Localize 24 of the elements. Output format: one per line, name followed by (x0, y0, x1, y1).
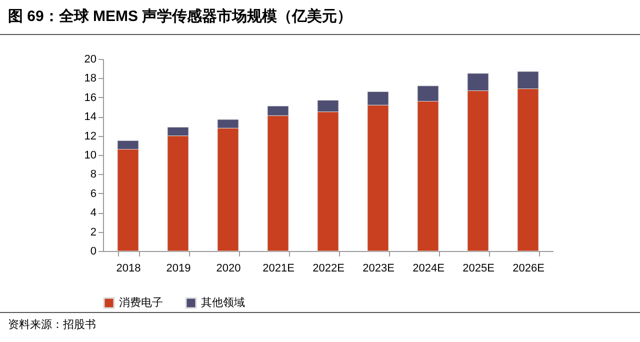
x-tick-label: 2024E (412, 262, 444, 274)
text: 资料来源：招股书 (0, 312, 640, 336)
y-tick-label: 8 (90, 168, 96, 181)
y-tick-label: 0 (90, 246, 96, 258)
x-tick-label: 2026E (512, 262, 544, 274)
x-tick-label: 2025E (462, 262, 494, 274)
y-tick-label: 12 (84, 130, 96, 142)
chart-title: 图 69：全球 MEMS 声学传感器市场规模（亿美元） (0, 0, 640, 35)
y-tick-label: 2 (90, 226, 96, 238)
x-tick-label: 2019 (166, 262, 191, 274)
y-tick-label: 10 (84, 150, 96, 162)
y-tick-label: 18 (84, 72, 96, 85)
x-tick-label: 2020 (216, 262, 241, 274)
x-tick-label: 2021E (262, 262, 294, 274)
y-tick-label: 14 (84, 111, 96, 124)
x-tick-label: 2023E (362, 262, 394, 274)
legend-label: 消费电子 (119, 296, 163, 309)
x-tick-label: 2018 (116, 262, 141, 274)
legend-label: 其他领域 (201, 296, 245, 309)
y-tick-label: 20 (84, 54, 96, 66)
y-tick-label: 16 (84, 92, 96, 104)
y-tick-label: 4 (90, 207, 96, 220)
y-tick-label: 6 (90, 188, 96, 200)
x-tick-label: 2022E (312, 262, 344, 274)
